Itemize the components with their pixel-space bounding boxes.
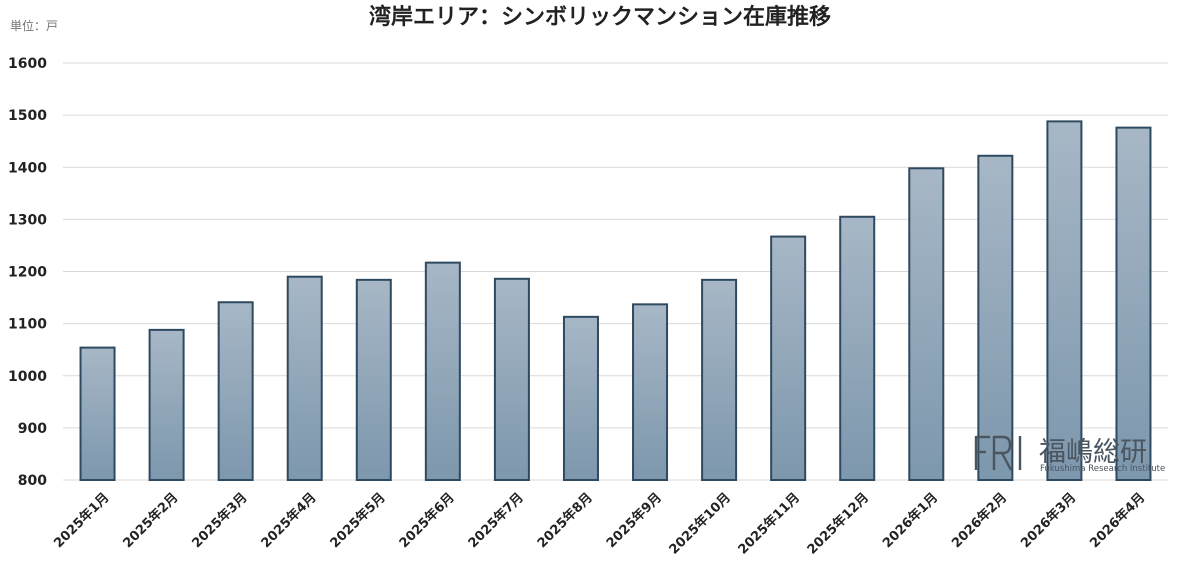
- x-tick-label: 2025年7月: [465, 490, 527, 552]
- x-tick-label: 2025年12月: [804, 490, 872, 558]
- y-tick-label: 1200: [8, 265, 47, 281]
- x-tick-label: 2025年6月: [396, 490, 458, 552]
- unit-label: 単位：戸: [10, 18, 58, 33]
- bar-8: [562, 315, 599, 481]
- y-tick-label: 1100: [8, 317, 47, 333]
- y-tick-label: 1500: [8, 108, 47, 124]
- bar-10: [701, 278, 738, 481]
- bar-11: [770, 235, 807, 481]
- y-tick-label: 900: [18, 421, 47, 437]
- x-tick-label: 2025年9月: [603, 490, 665, 552]
- y-tick-label: 1600: [8, 56, 47, 72]
- fri-logo: 福嶋総研 Fukushima Research Institute: [974, 435, 1165, 474]
- y-tick-label: 1400: [8, 160, 47, 176]
- x-tick-label: 2026年4月: [1087, 490, 1149, 552]
- x-tick-label: 2025年8月: [534, 490, 596, 552]
- x-tick-label: 2026年3月: [1018, 490, 1080, 552]
- bar-3: [217, 301, 254, 481]
- x-tick-label: 2025年11月: [735, 490, 803, 558]
- bar-16: [1115, 126, 1152, 481]
- fri-logo-mark: [974, 435, 1022, 471]
- chart-title: 湾岸エリア：シンボリックマンション在庫推移: [369, 4, 831, 30]
- bar-1: [79, 346, 116, 482]
- bar-15: [1046, 120, 1083, 481]
- bars: [79, 120, 1152, 482]
- bar-13: [908, 167, 945, 481]
- x-tick-label: 2025年2月: [120, 490, 182, 552]
- fri-logo-subtitle: Fukushima Research Institute: [1040, 464, 1165, 474]
- bar-2: [148, 328, 185, 481]
- y-tick-label: 800: [18, 473, 47, 489]
- bar-4: [286, 275, 323, 481]
- x-tick-label: 2025年4月: [258, 490, 320, 552]
- bar-6: [424, 261, 461, 482]
- bar-9: [632, 303, 669, 481]
- x-tick-label: 2025年3月: [189, 490, 251, 552]
- x-tick-label: 2025年1月: [51, 490, 113, 552]
- x-tick-label: 2025年5月: [327, 490, 389, 552]
- y-tick-label: 1300: [8, 212, 47, 228]
- x-tick-label: 2026年2月: [948, 490, 1010, 552]
- bar-5: [355, 278, 392, 481]
- fri-logo-name: 福嶋総研: [1039, 437, 1147, 468]
- x-tick-label: 2026年1月: [879, 490, 941, 552]
- y-tick-label: 1000: [8, 369, 47, 385]
- bar-12: [839, 215, 876, 482]
- x-tick-label: 2025年10月: [666, 490, 734, 558]
- bar-14: [977, 154, 1014, 481]
- y-axis-ticks: 800 900 1000 1100 1200 1300 1400 1500 1600: [8, 56, 47, 489]
- bar-7: [493, 277, 530, 481]
- x-axis-ticks: 2025年1月 2025年2月 2025年3月 2025年4月 2025年5月 2025年…: [51, 490, 1149, 558]
